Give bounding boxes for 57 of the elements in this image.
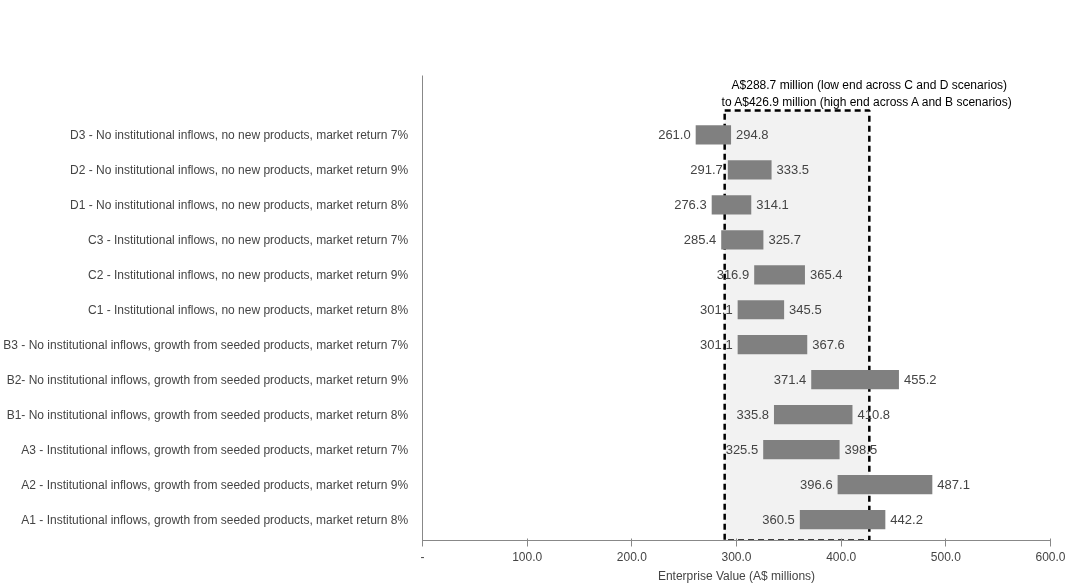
bar [737,300,785,320]
annotation: 396.6 [800,477,833,493]
annotation: 410.8 [857,407,891,423]
bar [763,439,840,460]
annotation: 335.8 [736,407,769,423]
y-tick-label: B3 - No institutional inflows, growth from seeded products, market return 7% [3,337,409,352]
annotation: 314.1 [756,197,789,213]
y-tick-label: B1- No institutional inflows, growth from seeded products, market return 8% [6,407,409,422]
y-tick-label: C1 - Institutional inflows, no new products, market return 8% [88,302,409,317]
annotation: 285.4 [683,232,717,248]
annotation: 301.1 [700,337,733,353]
y-tick-label: C3 - Institutional inflows, no new products, market return 7% [88,232,409,247]
annotation: 276.3 [674,197,707,213]
y-tick-label: D3 - No institutional inflows, no new products, market return 7% [70,127,409,142]
annotation: 261.0 [658,127,691,143]
annotation: 442.2 [890,512,923,528]
annotation: 325.5 [725,442,759,458]
annotation: 398.5 [844,442,878,458]
bar [727,160,772,180]
bar [711,195,752,215]
annotation: 333.5 [776,162,810,178]
annotation: 487.1 [937,477,970,493]
x-axis-title: Enterprise Value (A$ millions) [657,568,816,583]
y-tick-label: A3 - Institutional inflows, growth from seeded products, market return 7% [21,442,409,457]
x-tick-label: 600.0 [1035,549,1066,564]
x-tick-label: - [420,549,425,564]
y-tick-label: D2 - No institutional inflows, no new products, market return 9% [70,162,409,177]
annotation: 316.9 [716,267,750,283]
y-tick-label: B2- No institutional inflows, growth from seeded products, market return 9% [6,372,409,387]
bar [695,125,732,145]
bar [799,509,886,530]
bar [737,335,808,355]
x-tick-label: 400.0 [826,549,857,564]
y-tick-label: C2 - Institutional inflows, no new products, market return 9% [88,267,409,282]
bar [837,474,933,495]
annotation: 325.7 [768,232,801,248]
x-tick-label: 300.0 [721,549,752,564]
bar [811,370,899,390]
band-label: A$288.7 million (low end across C and D scenarios) to A$426.9 million (high end across A and B scenarios) [721,77,1012,109]
x-tick-label: 500.0 [930,549,962,564]
bar [773,405,853,425]
annotation: 371.4 [773,372,807,388]
x-tick-label: 100.0 [512,549,543,564]
bar [721,230,764,250]
bar [754,265,805,285]
annotation: 345.5 [789,302,822,318]
annotation: 291.7 [690,162,723,178]
annotation: 455.2 [903,372,937,388]
annotation: 360.5 [762,512,795,528]
y-tick-label: D1 - No institutional inflows, no new products, market return 8% [70,197,409,212]
annotation: 301.1 [700,302,733,318]
y-tick-label: A1 - Institutional inflows, growth from seeded products, market return 8% [21,512,409,527]
y-tick-label: A2 - Institutional inflows, growth from seeded products, market return 9% [21,477,409,492]
annotation: 365.4 [809,267,843,283]
annotation: 367.6 [812,337,845,353]
annotation: 294.8 [736,127,769,143]
x-tick-label: 200.0 [616,549,648,564]
